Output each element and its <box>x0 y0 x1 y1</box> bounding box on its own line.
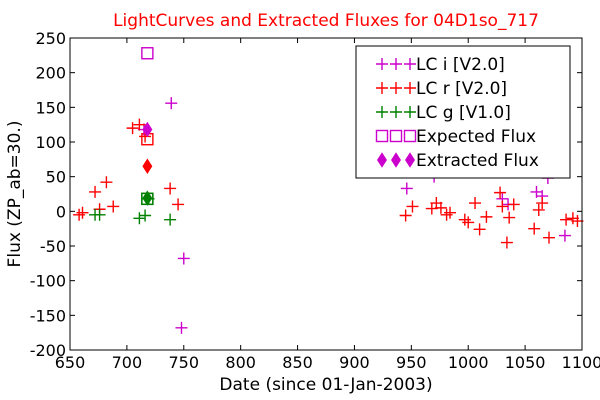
legend-marker <box>390 106 402 118</box>
x-tick-label: 1100 <box>562 353 600 372</box>
data-point <box>406 200 419 213</box>
data-point <box>560 213 573 226</box>
data-point <box>543 231 556 244</box>
data-point <box>133 118 146 131</box>
data-point <box>571 215 584 228</box>
legend-marker <box>376 82 388 94</box>
data-point <box>133 212 146 225</box>
x-tick-labels: 650 700 750 800 850 900 950 1000 1050 1100 <box>55 353 600 372</box>
legend-marker <box>404 82 416 94</box>
data-point <box>400 182 413 195</box>
y-tick-label: -50 <box>40 237 66 256</box>
data-point <box>89 185 102 198</box>
data-point <box>496 200 509 213</box>
data-point <box>494 186 507 199</box>
y-tick-label: 150 <box>35 98 66 117</box>
data-point <box>532 203 545 216</box>
data-point <box>164 213 177 226</box>
data-point <box>141 47 154 60</box>
y-tick-label: 250 <box>35 29 66 48</box>
data-point <box>503 211 516 224</box>
legend-label: LC g [V1.0] <box>416 103 511 123</box>
y-tick-label: 100 <box>35 133 66 152</box>
data-point <box>126 122 139 135</box>
legend-marker <box>405 152 415 168</box>
legend: LC i [V2.0] LC r [V2.0] LC g [V1.0] Expecte… <box>355 45 571 179</box>
x-tick-label: 950 <box>396 353 427 372</box>
legend-marker <box>390 58 402 70</box>
legend-label: Expected Flux <box>416 127 536 147</box>
data-point <box>177 252 190 265</box>
legend-marker <box>376 58 388 70</box>
data-point <box>473 223 486 236</box>
data-point <box>142 158 153 175</box>
y-tick-labels: -200 -150 -100 -50 0 50 100 150 200 250 <box>30 29 66 360</box>
y-axis-label: Flux (ZP_ab=30.) <box>5 121 25 268</box>
y-tick-label: 50 <box>46 168 66 187</box>
data-point <box>458 213 471 226</box>
legend-marker <box>375 129 389 143</box>
data-point <box>399 209 412 222</box>
data-point <box>139 209 152 222</box>
y-tick-label: -200 <box>30 341 66 360</box>
data-point <box>462 216 475 229</box>
data-point <box>172 198 185 211</box>
legend-marker <box>389 129 403 143</box>
data-point <box>165 97 178 110</box>
legend-marker <box>403 129 417 143</box>
y-tick-label: -100 <box>30 272 66 291</box>
legend-label: LC r [V2.0] <box>416 79 507 99</box>
data-layer <box>73 47 584 334</box>
data-point <box>558 229 571 242</box>
legend-marker <box>390 82 402 94</box>
data-point <box>107 200 120 213</box>
legend-label: LC i [V2.0] <box>416 55 505 75</box>
y-tick-label: -150 <box>30 306 66 325</box>
legend-marker <box>404 58 416 70</box>
data-point <box>444 206 457 219</box>
data-point <box>142 121 153 138</box>
data-point <box>500 236 513 249</box>
data-point <box>536 197 549 210</box>
legend-label: Extracted Flux <box>416 151 539 171</box>
y-tick-label: 0 <box>56 202 66 221</box>
y-tick-label: 200 <box>35 64 66 83</box>
x-tick-label: 750 <box>169 353 200 372</box>
data-point <box>528 222 541 235</box>
data-point <box>164 182 177 195</box>
data-point <box>480 210 493 223</box>
data-point <box>93 208 106 221</box>
legend-marker <box>376 106 388 118</box>
plot-frame <box>69 37 583 351</box>
data-point <box>73 208 86 221</box>
x-tick-label: 1050 <box>505 353 546 372</box>
legend-marker <box>404 106 416 118</box>
x-tick-label: 850 <box>282 353 313 372</box>
data-point <box>434 201 447 214</box>
legend-marker <box>391 152 401 168</box>
chart-title: LightCurves and Extracted Fluxes for 04D… <box>113 11 539 31</box>
data-point <box>440 208 453 221</box>
x-axis-label: Date (since 01-Jan-2003) <box>219 375 432 395</box>
legend-marker <box>377 152 387 168</box>
data-point <box>469 197 482 210</box>
data-point <box>507 198 520 211</box>
x-tick-label: 1000 <box>448 353 489 372</box>
x-tick-label: 900 <box>339 353 370 372</box>
x-tick-label: 700 <box>112 353 143 372</box>
x-tick-label: 800 <box>225 353 256 372</box>
x-tick-label: 650 <box>55 353 86 372</box>
data-point <box>175 321 188 334</box>
data-point <box>76 206 89 219</box>
data-point <box>142 190 153 206</box>
data-point <box>100 176 113 189</box>
